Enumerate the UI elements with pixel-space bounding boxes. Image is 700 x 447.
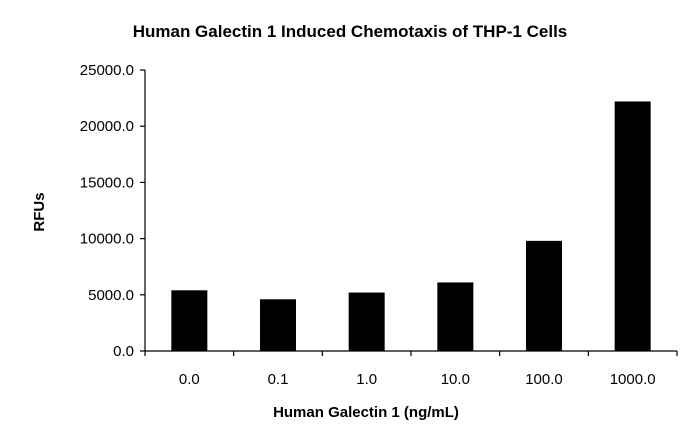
y-tick-label: 25000.0 xyxy=(80,62,134,79)
y-tick-label: 0.0 xyxy=(113,343,134,360)
bar-1000.0 xyxy=(614,101,651,351)
x-tick-label: 1.0 xyxy=(356,371,377,388)
bar-0.1 xyxy=(260,299,296,351)
y-tick-label: 5000.0 xyxy=(88,287,134,304)
bar-1.0 xyxy=(348,292,385,351)
y-tick-label: 10000.0 xyxy=(80,231,134,248)
x-tick-label: 100.0 xyxy=(525,371,563,388)
y-axis-label: RFUs xyxy=(31,192,48,231)
x-tick-label: 0.1 xyxy=(268,371,289,388)
y-ticks: 0.0 5000.0 10000.0 15000.0 20000.0 25000.0 xyxy=(80,62,145,360)
x-tick-label: 10.0 xyxy=(441,371,470,388)
bar-100.0 xyxy=(526,240,562,351)
bar-10.0 xyxy=(437,282,474,351)
x-tick-label: 0.0 xyxy=(179,371,200,388)
x-ticks: 0.0 0.1 1.0 10.0 100.0 1000.0 xyxy=(144,351,678,388)
y-tick-label: 15000.0 xyxy=(80,174,134,191)
x-axis-label: Human Galectin 1 (ng/mL) xyxy=(273,404,459,421)
y-tick-label: 20000.0 xyxy=(80,118,134,135)
chart-title: Human Galectin 1 Induced Chemotaxis of T… xyxy=(133,22,568,41)
bars xyxy=(171,101,651,351)
x-tick-label: 1000.0 xyxy=(610,371,656,388)
bar-0.0 xyxy=(171,290,208,351)
